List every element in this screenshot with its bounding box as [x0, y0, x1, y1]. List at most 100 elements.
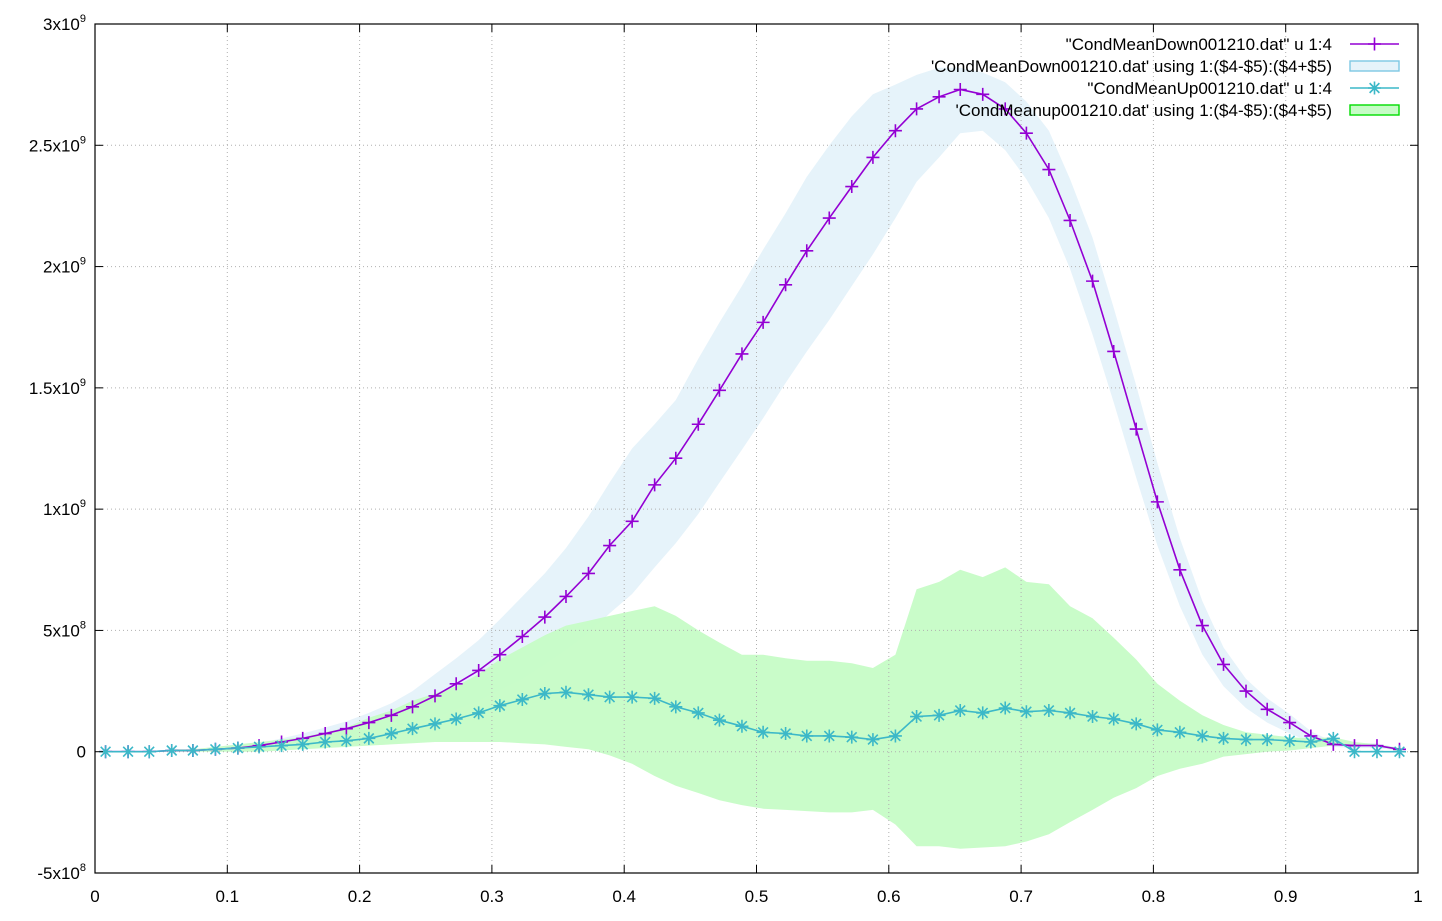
up-data-point	[231, 741, 245, 755]
y-tick-exponent: 9	[80, 498, 86, 510]
up-data-point	[1217, 731, 1231, 745]
y-tick-label: -5x108	[37, 862, 86, 883]
y-tick-mantissa: 2x10	[43, 258, 80, 277]
down-data-point	[1019, 126, 1033, 140]
up-data-point	[99, 745, 113, 759]
down-data-point	[1283, 716, 1297, 730]
up-data-point	[712, 713, 726, 727]
y-tick-label: 2x109	[43, 256, 86, 277]
up-data-point	[339, 734, 353, 748]
down-data-point	[1239, 684, 1253, 698]
y-tick-mantissa: 5x10	[43, 621, 80, 640]
down-data-point	[559, 589, 573, 603]
down-data-point	[800, 244, 814, 258]
down-data-point	[888, 124, 902, 138]
up-data-point	[1260, 733, 1274, 747]
down-error-band	[105, 67, 1400, 752]
up-error-band	[105, 567, 1400, 849]
up-data-point	[779, 727, 793, 741]
down-data-point	[1195, 619, 1209, 633]
legend-label: 'CondMeanup001210.dat' using 1:($4-$5):(…	[955, 101, 1332, 120]
up-data-point	[800, 729, 814, 743]
y-tick-mantissa: 2.5x10	[29, 136, 80, 155]
up-data-point	[1019, 705, 1033, 719]
up-data-point	[1326, 731, 1340, 745]
legend-swatch-marker	[1368, 37, 1381, 51]
legend: "CondMeanDown001210.dat" u 1:4 'CondMeanD…	[931, 35, 1400, 120]
down-data-point	[472, 663, 486, 677]
up-data-point	[1195, 729, 1209, 743]
y-tick-exponent: 9	[80, 134, 86, 146]
y-tick-label: 5x108	[43, 619, 86, 640]
up-data-point	[669, 700, 683, 714]
up-data-point	[362, 731, 376, 745]
up-data-point	[515, 693, 529, 707]
down-data-point	[779, 278, 793, 292]
y-tick-exponent: 9	[80, 256, 86, 268]
down-data-point	[998, 102, 1012, 116]
up-data-point	[472, 706, 486, 720]
down-data-point	[603, 539, 617, 553]
up-data-point	[998, 701, 1012, 715]
up-data-point	[538, 686, 552, 700]
y-tick-exponent: 9	[80, 13, 86, 25]
legend-label: "CondMeanUp001210.dat" u 1:4	[1087, 79, 1332, 98]
down-data-point	[362, 716, 376, 730]
down-data-point	[449, 677, 463, 691]
up-data-point	[406, 722, 420, 736]
up-data-point	[845, 730, 859, 744]
up-data-point	[648, 691, 662, 705]
up-data-point	[822, 729, 836, 743]
x-tick-label: 0.2	[348, 887, 372, 906]
down-data-point	[669, 451, 683, 465]
y-tick-label: 0	[77, 743, 86, 762]
up-data-point	[165, 744, 179, 758]
y-tick-exponent: 9	[80, 377, 86, 389]
up-data-point	[1042, 703, 1056, 717]
x-tick-label: 1	[1413, 887, 1422, 906]
up-data-point	[1173, 725, 1187, 739]
down-data-point	[1217, 657, 1231, 671]
up-data-point	[603, 690, 617, 704]
down-data-point	[1173, 563, 1187, 577]
down-data-point	[735, 347, 749, 361]
up-data-point	[581, 688, 595, 702]
up-data-point	[1239, 733, 1253, 747]
x-tick-label: 0.4	[612, 887, 636, 906]
up-data-point	[932, 708, 946, 722]
up-data-point	[252, 740, 266, 754]
up-data-point	[121, 745, 135, 759]
down-data-point	[866, 150, 880, 164]
y-tick-mantissa: 1x10	[43, 500, 80, 519]
down-data-point	[493, 648, 507, 662]
down-data-point	[1260, 702, 1274, 716]
series-markers	[99, 82, 1406, 759]
x-tick-label: 0.7	[1009, 887, 1033, 906]
up-data-point	[756, 725, 770, 739]
down-data-point	[1129, 422, 1143, 436]
legend-swatch-band	[1349, 60, 1400, 72]
up-data-point	[691, 706, 705, 720]
up-data-point	[1304, 735, 1318, 749]
up-data-point	[1086, 710, 1100, 724]
up-data-point	[275, 739, 289, 753]
down-data-point	[1063, 213, 1077, 227]
down-data-point	[756, 315, 770, 329]
x-tick-label: 0.8	[1142, 887, 1166, 906]
x-tick-label: 0	[90, 887, 99, 906]
x-tick-label: 0.1	[215, 887, 239, 906]
up-data-point	[428, 717, 442, 731]
up-data-point	[1392, 745, 1406, 759]
down-data-point	[406, 700, 420, 714]
up-data-point	[296, 737, 310, 751]
down-data-point	[1086, 274, 1100, 288]
up-data-point	[1063, 706, 1077, 720]
y-tick-mantissa: 1.5x10	[29, 379, 80, 398]
down-data-point	[932, 90, 946, 104]
down-data-point	[822, 211, 836, 225]
y-tick-mantissa: 3x10	[43, 15, 80, 34]
x-tick-label: 0.3	[480, 887, 504, 906]
up-data-point	[208, 742, 222, 756]
